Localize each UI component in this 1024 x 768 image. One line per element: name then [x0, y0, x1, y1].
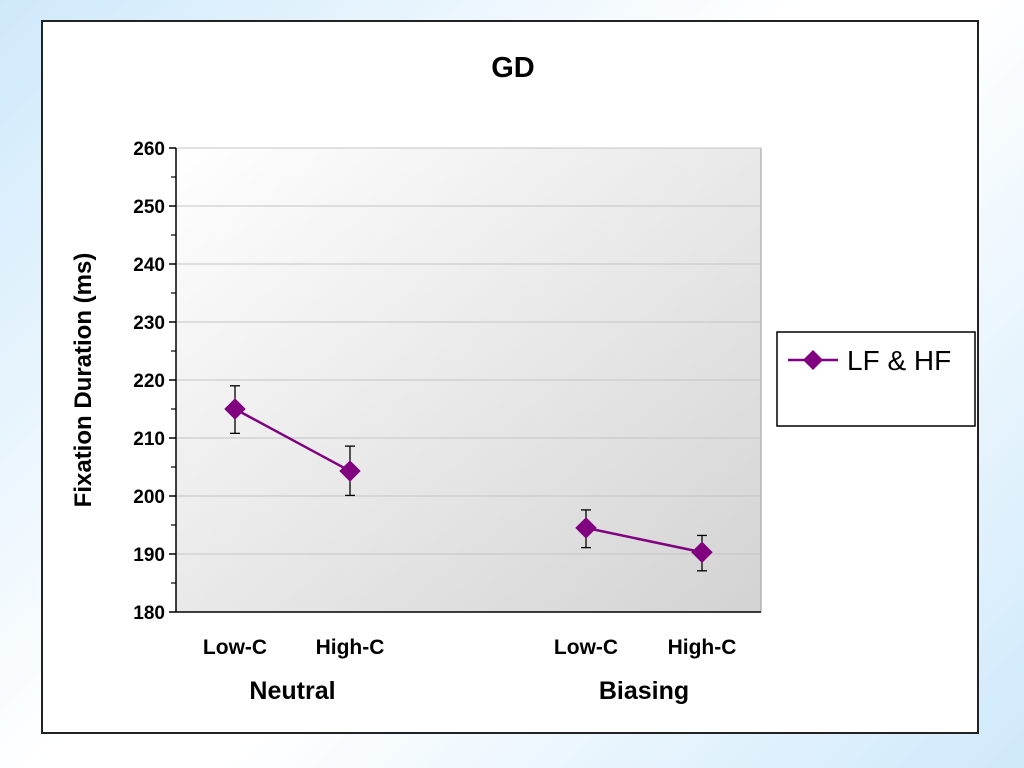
legend-label: LF & HF [847, 345, 951, 376]
y-tick-label: 260 [133, 139, 165, 160]
y-tick-label: 240 [133, 255, 165, 276]
y-tick-label: 250 [133, 197, 165, 218]
y-tick-label: 190 [133, 545, 165, 566]
y-tick-label: 230 [133, 313, 165, 334]
y-tick-label: 220 [133, 371, 165, 392]
y-tick-label: 210 [133, 429, 165, 450]
y-tick-label: 180 [133, 603, 165, 624]
legend-box [776, 331, 976, 427]
data-point-marker [691, 541, 713, 563]
series-line [234, 407, 351, 473]
chart-title: GD [491, 52, 535, 84]
chart-svg: GD 180 190 200 210 220 230 240 250 260 Low-C High-… [70, 52, 976, 705]
x-group-label: Neutral [249, 677, 335, 705]
plot-area: 180 190 200 210 220 230 240 250 260 Low-C High-C Ne… [133, 139, 762, 705]
y-tick-label: 200 [133, 487, 165, 508]
x-category-label: High-C [668, 636, 737, 659]
x-group-label: Biasing [599, 677, 689, 705]
legend: LF & HF [776, 331, 976, 427]
x-category-label: Low-C [203, 636, 267, 659]
x-category-label: High-C [316, 636, 385, 659]
series-line [585, 526, 703, 554]
data-point-marker [224, 398, 246, 420]
chart-frame: GD 180 190 200 210 220 230 240 250 260 Low-C High-… [41, 20, 979, 734]
data-point-marker [575, 517, 597, 539]
x-category-label: Low-C [554, 636, 618, 659]
data-point-marker [339, 460, 361, 482]
y-axis-title: Fixation Duration (ms) [70, 253, 97, 508]
legend-marker [803, 350, 823, 370]
